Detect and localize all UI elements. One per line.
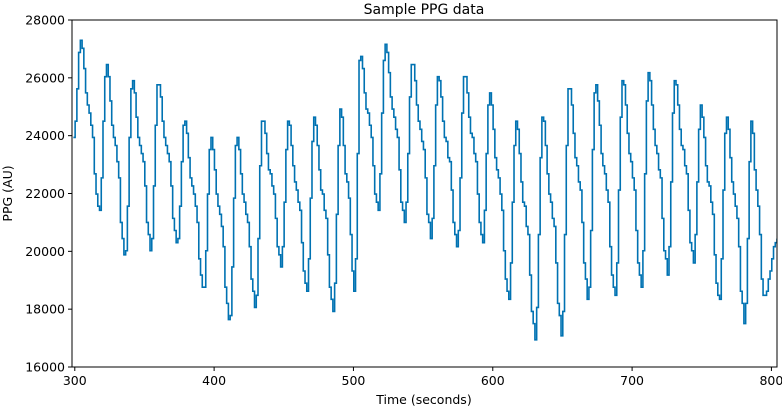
x-tick-label: 800 (759, 373, 782, 388)
y-tick-label: 20000 (25, 244, 65, 259)
y-tick-label: 24000 (25, 128, 65, 143)
y-axis: 16000 18000 20000 22000 24000 26000 28000 (25, 13, 72, 375)
chart-title: Sample PPG data (364, 2, 485, 18)
x-tick-label: 700 (620, 373, 644, 388)
ppg-series-line (73, 39, 777, 341)
y-axis-label: PPG (AU) (0, 165, 15, 221)
x-axis: 300 400 500 600 700 800 (63, 367, 782, 388)
x-axis-label: Time (seconds) (375, 392, 471, 407)
y-tick-label: 26000 (25, 70, 65, 85)
x-tick-label: 600 (481, 373, 505, 388)
y-tick-label: 16000 (25, 360, 65, 375)
x-tick-label: 300 (63, 373, 87, 388)
y-tick-label: 22000 (25, 186, 65, 201)
y-tick-label: 28000 (25, 13, 65, 28)
x-tick-label: 400 (202, 373, 226, 388)
y-tick-label: 18000 (25, 302, 65, 317)
series-layer (73, 39, 777, 341)
x-tick-label: 500 (342, 373, 366, 388)
